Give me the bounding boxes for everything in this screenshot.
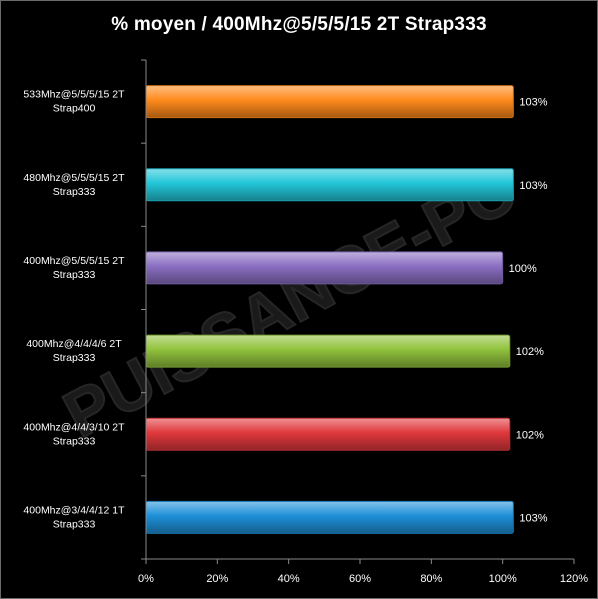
axes [141, 59, 575, 564]
bar-4 [145, 417, 511, 451]
x-tick-label-6: 120% [560, 573, 588, 585]
chart-title: % moyen / 400Mhz@5/5/5/15 2T Strap333 [111, 14, 487, 35]
category-label-3-line2: Strap333 [53, 352, 96, 364]
bar-5 [145, 500, 514, 534]
x-tick-label-3: 60% [349, 573, 371, 585]
data-label-2: 100% [509, 263, 537, 275]
x-tick-label-1: 20% [206, 573, 228, 585]
category-label-1-line2: Strap333 [53, 186, 96, 198]
data-label-5: 103% [519, 512, 547, 524]
data-label-3: 102% [516, 346, 544, 358]
category-label-3-line1: 400Mhz@4/4/4/6 2T [26, 338, 122, 350]
x-tick-label-2: 40% [278, 573, 300, 585]
data-label-1: 103% [519, 180, 547, 192]
category-label-0-line2: Strap400 [53, 103, 96, 115]
bar-2 [145, 251, 504, 285]
bar-1 [145, 168, 514, 202]
category-label-5-line2: Strap333 [53, 518, 96, 530]
category-label-4-line1: 400Mhz@4/4/3/10 2T [23, 421, 125, 433]
category-label-4-line2: Strap333 [53, 435, 96, 447]
category-label-1-line1: 480Mhz@5/5/5/15 2T [23, 172, 125, 184]
labels: 103% 533Mhz@5/5/5/15 2T Strap400 103% 480Mhz… [23, 89, 588, 585]
category-label-2-line1: 400Mhz@5/5/5/15 2T [23, 255, 125, 267]
data-label-4: 102% [516, 429, 544, 441]
category-label-0-line1: 533Mhz@5/5/5/15 2T [23, 89, 125, 101]
x-tick-label-5: 100% [489, 573, 517, 585]
category-label-5-line1: 400Mhz@3/4/4/12 1T [23, 504, 125, 516]
data-label-0: 103% [519, 97, 547, 109]
category-label-2-line2: Strap333 [53, 269, 96, 281]
x-tick-label-4: 80% [420, 573, 442, 585]
bar-0 [145, 85, 514, 119]
bar-3 [145, 334, 511, 368]
x-tick-label-0: 0% [138, 573, 154, 585]
